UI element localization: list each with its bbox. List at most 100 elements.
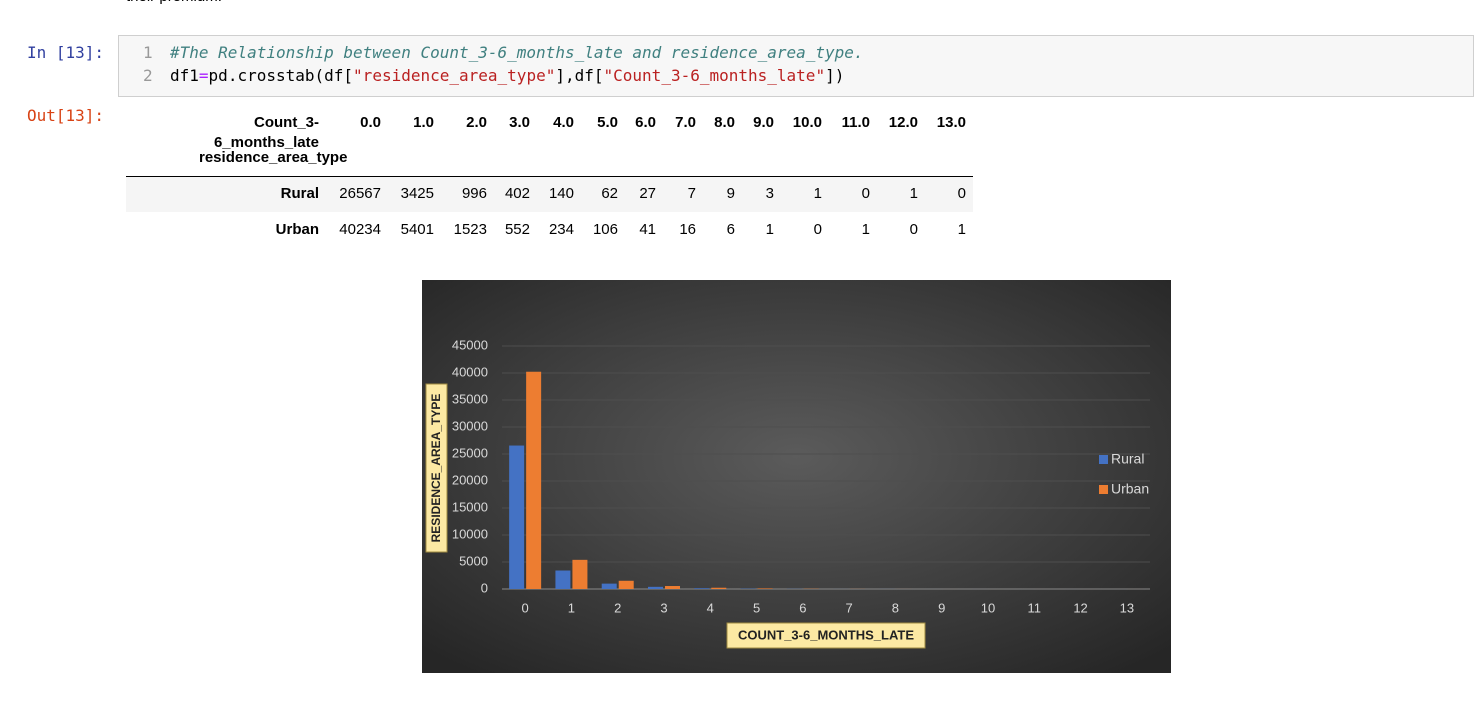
y-tick-label: 10000 [452, 526, 488, 541]
table-cell: 234 [548, 221, 574, 238]
column-header: 5.0 [597, 114, 618, 131]
table-cell: 3425 [400, 185, 434, 202]
x-tick-label: 12 [1073, 600, 1087, 615]
x-tick-label: 13 [1120, 600, 1134, 615]
table-cell: 1523 [453, 221, 487, 238]
x-axis-label: COUNT_3-6_MONTHS_LATE [738, 627, 914, 642]
legend-swatch [1099, 485, 1108, 494]
input-cell[interactable] [118, 35, 1474, 97]
y-tick-label: 40000 [452, 364, 488, 379]
bar [509, 445, 525, 589]
table-cell: 40234 [339, 221, 381, 238]
column-header: 0.0 [360, 114, 381, 131]
code-token: df1 [170, 66, 199, 85]
x-tick-label: 11 [1028, 600, 1042, 615]
line-number: 1 [143, 43, 153, 62]
row-label: Rural [280, 185, 319, 202]
table-cell: 16 [679, 221, 696, 238]
column-header: 1.0 [413, 114, 434, 131]
column-header: 12.0 [888, 114, 918, 131]
header-rule [126, 176, 973, 177]
table-cell: 140 [548, 185, 574, 202]
column-header: 7.0 [675, 114, 696, 131]
table-cell: 552 [504, 221, 530, 238]
y-tick-label: 35000 [452, 391, 488, 406]
y-tick-label: 45000 [452, 337, 488, 352]
table-cell: 1 [861, 221, 870, 238]
code-token: "residence_area_type" [353, 66, 556, 85]
bar [694, 588, 710, 589]
table-cell: 0 [813, 221, 822, 238]
table-cell: 1 [813, 185, 822, 202]
code-token: pd.crosstab(df[ [208, 66, 354, 85]
column-header: 13.0 [936, 114, 966, 131]
table-cell: 5401 [400, 221, 434, 238]
x-tick-label: 4 [707, 600, 714, 615]
bar [711, 587, 727, 589]
table-cell: 6 [726, 221, 735, 238]
x-tick-label: 6 [799, 600, 806, 615]
bar [648, 586, 663, 589]
row-shade [126, 177, 973, 212]
code-token: ],df[ [555, 66, 604, 85]
x-tick-label: 7 [846, 600, 853, 615]
table-cell: 41 [639, 221, 656, 238]
y-tick-label: 0 [481, 580, 488, 595]
code-token: = [198, 66, 209, 85]
table-cell: 1 [765, 221, 774, 238]
input-prompt: In [13]: [27, 43, 105, 62]
legend-label: Urban [1111, 481, 1149, 497]
y-label-box [425, 383, 448, 553]
columns-name: Count_3-6_months_late [213, 114, 319, 151]
code-comment: #The Relationship between Count_3-6_mont… [170, 43, 864, 62]
legend-label: Rural [1111, 451, 1144, 467]
column-header: 8.0 [714, 114, 735, 131]
column-header: 2.0 [466, 114, 487, 131]
table-cell: 0 [909, 221, 918, 238]
table-cell: 402 [504, 185, 530, 202]
index-name: residence_area_type [199, 149, 348, 166]
table-cell: 1 [909, 185, 918, 202]
x-tick-label: 2 [614, 600, 621, 615]
y-tick-label: 30000 [452, 418, 488, 433]
table-cell: 7 [687, 185, 696, 202]
legend-swatch [1099, 455, 1108, 464]
bar [572, 559, 588, 589]
code-token: ]) [825, 66, 845, 85]
code-token: "Count_3-6_months_late" [603, 66, 826, 85]
bar [665, 586, 680, 589]
table-cell: 1 [957, 221, 966, 238]
y-axis-label: RESIDENCE_AREA_TYPE [429, 394, 443, 543]
bar [618, 580, 634, 589]
table-cell: 0 [957, 185, 966, 202]
column-header: 3.0 [509, 114, 530, 131]
y-tick-label: 25000 [452, 445, 488, 460]
table-cell: 3 [765, 185, 774, 202]
table-cell: 62 [601, 185, 618, 202]
x-tick-label: 5 [753, 600, 760, 615]
column-header: 9.0 [753, 114, 774, 131]
y-tick-label: 15000 [452, 499, 488, 514]
x-tick-label: 9 [938, 600, 945, 615]
table-cell: 996 [461, 185, 487, 202]
table-cell: 0 [861, 185, 870, 202]
column-header: 10.0 [792, 114, 822, 131]
y-tick-label: 5000 [459, 553, 488, 568]
x-tick-label: 0 [522, 600, 529, 615]
paragraph-text: their premium. [126, 0, 222, 5]
table-cell: 9 [726, 185, 735, 202]
line-number: 2 [143, 66, 153, 85]
x-label-box [726, 622, 926, 649]
bar [757, 588, 773, 589]
table-cell: 26567 [339, 185, 381, 202]
column-header: 11.0 [841, 114, 870, 131]
bar [526, 371, 542, 589]
bar [601, 583, 617, 589]
table-cell: 27 [639, 185, 656, 202]
x-tick-label: 10 [981, 600, 995, 615]
code-line: df1=pd.crosstab(df["residence_area_type"… [170, 66, 844, 85]
column-header: 4.0 [553, 114, 574, 131]
x-tick-label: 3 [660, 600, 667, 615]
y-tick-label: 20000 [452, 472, 488, 487]
